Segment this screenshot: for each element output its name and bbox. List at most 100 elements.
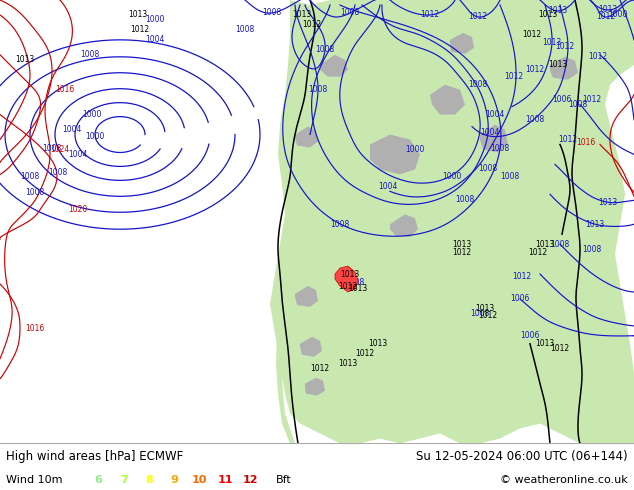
- Text: 1004: 1004: [481, 128, 500, 137]
- Text: 1013: 1013: [542, 38, 562, 48]
- Polygon shape: [295, 286, 318, 307]
- Polygon shape: [270, 0, 634, 443]
- Text: 1008: 1008: [315, 46, 335, 54]
- Text: Su 12-05-2024 06:00 UTC (06+144): Su 12-05-2024 06:00 UTC (06+144): [416, 450, 628, 463]
- Text: 1024: 1024: [50, 145, 69, 154]
- Text: 1008: 1008: [340, 8, 359, 18]
- Text: 1008: 1008: [479, 164, 498, 173]
- Text: 1012: 1012: [302, 21, 321, 29]
- Text: 1012: 1012: [356, 349, 375, 358]
- Text: 1008: 1008: [346, 277, 365, 287]
- Text: 1004: 1004: [485, 110, 505, 119]
- Text: 1016: 1016: [55, 85, 74, 94]
- Text: 1004: 1004: [145, 35, 165, 45]
- Text: 1012: 1012: [522, 30, 541, 39]
- Text: 1008: 1008: [25, 188, 44, 197]
- Text: Wind 10m: Wind 10m: [6, 475, 63, 485]
- Text: 1004: 1004: [378, 182, 398, 191]
- Polygon shape: [320, 55, 348, 77]
- Text: 1012: 1012: [555, 42, 574, 51]
- Text: 1013: 1013: [548, 60, 567, 69]
- Text: 1013: 1013: [476, 304, 495, 314]
- Text: 1008: 1008: [20, 172, 39, 181]
- Text: 1013: 1013: [598, 5, 618, 15]
- Text: 1013: 1013: [535, 339, 555, 348]
- Text: 11: 11: [217, 475, 233, 485]
- Text: 1016: 1016: [576, 138, 595, 147]
- Text: 1012: 1012: [597, 12, 616, 22]
- Polygon shape: [480, 124, 508, 152]
- Text: 9: 9: [171, 475, 178, 485]
- Polygon shape: [550, 57, 578, 80]
- Text: 1008: 1008: [235, 25, 255, 34]
- Text: 1008: 1008: [500, 172, 520, 181]
- Text: 1012: 1012: [420, 10, 439, 20]
- Text: 1008: 1008: [330, 220, 349, 229]
- Text: 8: 8: [145, 475, 153, 485]
- Text: 1008: 1008: [490, 144, 510, 153]
- Text: 1012: 1012: [550, 344, 569, 353]
- Polygon shape: [335, 266, 358, 292]
- Text: High wind areas [hPa] ECMWF: High wind areas [hPa] ECMWF: [6, 450, 184, 463]
- Polygon shape: [450, 33, 474, 54]
- Text: © weatheronline.co.uk: © weatheronline.co.uk: [500, 475, 628, 485]
- Text: 1020: 1020: [68, 205, 87, 214]
- Text: 1012: 1012: [588, 52, 607, 61]
- Text: 6: 6: [94, 475, 102, 485]
- Text: 1008: 1008: [469, 80, 488, 89]
- Text: 1000: 1000: [82, 110, 101, 119]
- Text: 1008: 1008: [81, 50, 100, 59]
- Text: 1008: 1008: [308, 85, 328, 94]
- Text: 1013: 1013: [368, 339, 387, 348]
- Text: 1004: 1004: [62, 125, 82, 134]
- Text: 1000: 1000: [405, 145, 425, 154]
- Text: Bft: Bft: [276, 475, 292, 485]
- Text: 1012: 1012: [339, 281, 358, 291]
- Text: 1000: 1000: [443, 172, 462, 181]
- Text: 1012: 1012: [131, 25, 150, 34]
- Polygon shape: [370, 135, 420, 174]
- Text: 1008: 1008: [455, 195, 475, 204]
- Text: 1000: 1000: [145, 15, 165, 24]
- Text: 1006: 1006: [521, 331, 540, 341]
- Text: 1013: 1013: [535, 240, 555, 248]
- Text: 1012: 1012: [311, 364, 330, 373]
- Polygon shape: [295, 126, 318, 147]
- Polygon shape: [300, 337, 322, 357]
- Polygon shape: [276, 244, 295, 443]
- Polygon shape: [430, 85, 465, 115]
- Text: 1013: 1013: [348, 285, 368, 294]
- Text: 1000: 1000: [608, 10, 628, 20]
- Text: 1000: 1000: [85, 132, 105, 141]
- Text: 1012: 1012: [505, 72, 524, 81]
- Text: 1006: 1006: [552, 95, 572, 104]
- Text: 10: 10: [192, 475, 207, 485]
- Text: 12: 12: [243, 475, 258, 485]
- Polygon shape: [305, 378, 325, 395]
- Text: 1012: 1012: [559, 135, 578, 144]
- Text: 1012: 1012: [528, 247, 548, 257]
- Text: 1012: 1012: [583, 95, 602, 104]
- Text: 1013: 1013: [598, 198, 618, 207]
- Polygon shape: [390, 214, 418, 237]
- Text: 1012: 1012: [526, 65, 545, 74]
- Text: 1012: 1012: [453, 247, 472, 257]
- Text: 1016: 1016: [25, 324, 44, 333]
- Text: 1008: 1008: [526, 115, 545, 124]
- Text: 1008: 1008: [48, 168, 67, 177]
- Text: 1012: 1012: [512, 271, 531, 281]
- Text: 1004: 1004: [68, 150, 87, 159]
- Text: 1008: 1008: [262, 8, 281, 18]
- Text: 1012: 1012: [469, 12, 488, 22]
- Text: 1013: 1013: [538, 10, 558, 20]
- Text: 1013: 1013: [339, 359, 358, 368]
- Text: 1013: 1013: [15, 55, 34, 64]
- Text: 1013: 1013: [585, 220, 605, 229]
- Text: 1008: 1008: [583, 245, 602, 254]
- Text: 7: 7: [120, 475, 127, 485]
- Text: 1013: 1013: [128, 10, 148, 20]
- Text: 1013: 1013: [340, 270, 359, 278]
- Text: 1013: 1013: [292, 10, 312, 20]
- Text: 1008: 1008: [550, 240, 569, 248]
- Text: 1008: 1008: [568, 100, 588, 109]
